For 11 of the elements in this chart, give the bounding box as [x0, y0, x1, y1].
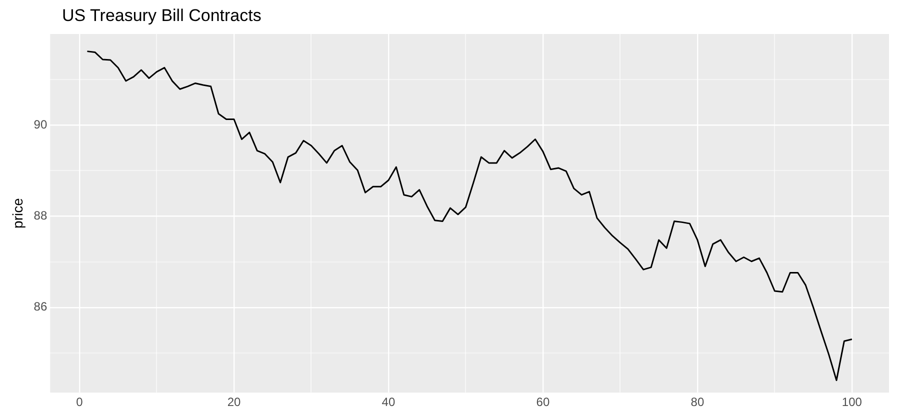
- x-tick-label: 0: [76, 395, 84, 410]
- y-axis-title: price: [9, 198, 26, 228]
- x-tick-label: 60: [536, 395, 550, 410]
- x-tick-label: 40: [382, 395, 396, 410]
- chart-title: US Treasury Bill Contracts: [62, 6, 262, 26]
- x-tick-label: 100: [842, 395, 862, 410]
- y-tick-label: 90: [34, 117, 48, 132]
- x-tick-label: 20: [227, 395, 241, 410]
- y-tick-label: 88: [34, 208, 48, 223]
- y-tick-label: 86: [34, 300, 48, 314]
- x-tick-label: 80: [690, 395, 704, 410]
